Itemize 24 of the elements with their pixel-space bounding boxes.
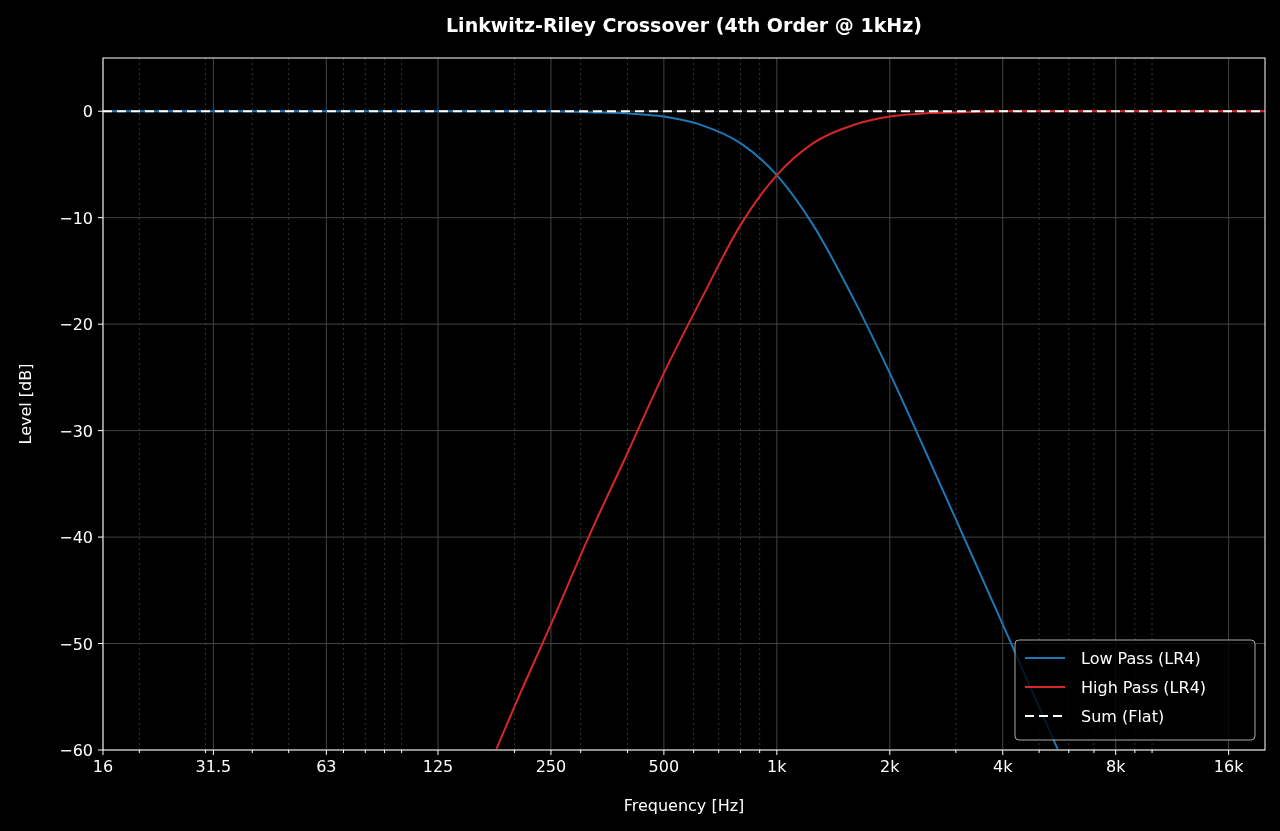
y-tick-label: −40 — [59, 528, 93, 548]
x-tick-label: 1k — [767, 757, 788, 776]
legend-label: Low Pass (LR4) — [1081, 649, 1201, 668]
x-tick-label: 250 — [535, 757, 567, 776]
x-axis-title: Frequency [Hz] — [623, 796, 745, 815]
y-tick-label: −10 — [59, 208, 93, 228]
x-tick-label: 16k — [1213, 757, 1245, 776]
x-tick-label: 8k — [1105, 757, 1127, 776]
x-tick-label: 63 — [316, 757, 337, 776]
x-tick-label: 16 — [92, 757, 114, 776]
legend-label: Sum (Flat) — [1081, 707, 1165, 726]
y-tick-label: −60 — [59, 741, 93, 760]
chart-title: Linkwitz-Riley Crossover (4th Order @ 1kHz) — [446, 14, 922, 36]
legend-label: High Pass (LR4) — [1081, 678, 1207, 697]
y-tick-label: −50 — [59, 634, 93, 654]
y-axis-title: Level [dB] — [16, 363, 35, 445]
y-tick-label: −20 — [59, 315, 93, 335]
x-tick-label: 4k — [993, 757, 1014, 776]
x-tick-label: 500 — [648, 757, 680, 776]
y-tick-label: 0 — [82, 102, 93, 122]
x-tick-label: 125 — [422, 757, 454, 776]
x-tick-label: 31.5 — [195, 757, 232, 776]
y-tick-label: −30 — [59, 421, 93, 441]
x-tick-label: 2k — [880, 757, 901, 776]
